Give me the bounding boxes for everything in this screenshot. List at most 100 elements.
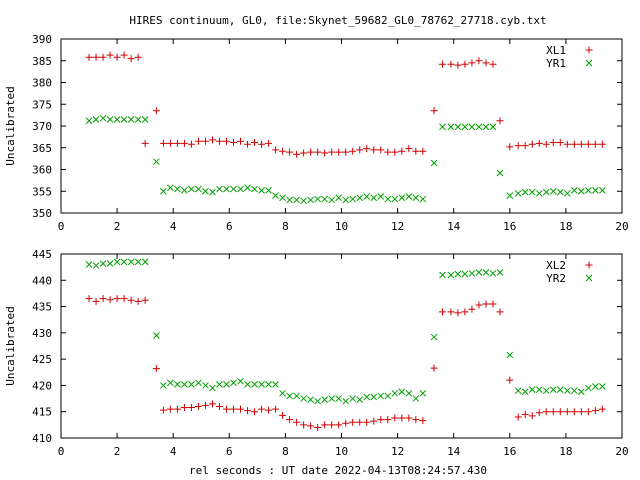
series-xl1 xyxy=(85,51,606,158)
data-point xyxy=(113,53,121,61)
y-tick-label: 420 xyxy=(32,379,52,392)
legend-label: XL2 xyxy=(546,259,566,272)
legend-marker xyxy=(585,59,593,67)
data-point xyxy=(293,418,301,426)
series-yr1 xyxy=(85,114,606,205)
data-point xyxy=(342,196,350,204)
data-point xyxy=(159,406,167,414)
data-point xyxy=(356,396,364,403)
data-point xyxy=(598,405,606,413)
data-point xyxy=(370,393,378,401)
data-point xyxy=(272,146,280,154)
data-point xyxy=(570,387,578,395)
data-point xyxy=(314,195,322,203)
data-point xyxy=(461,270,469,278)
data-point xyxy=(230,405,238,413)
data-point xyxy=(556,188,564,196)
data-point xyxy=(563,408,571,416)
data-point xyxy=(398,414,406,422)
y-tick-label: 385 xyxy=(32,55,52,68)
data-point xyxy=(181,381,188,388)
data-point xyxy=(430,159,438,167)
x-tick-label: 10 xyxy=(335,445,348,458)
data-point xyxy=(120,258,128,266)
x-tick-label: 2 xyxy=(114,220,121,233)
data-point xyxy=(384,392,392,400)
data-point xyxy=(230,185,237,193)
data-point xyxy=(438,308,446,316)
y-tick-label: 350 xyxy=(32,207,52,220)
data-point xyxy=(307,196,314,204)
y-tick-label: 410 xyxy=(32,432,52,445)
data-point xyxy=(251,139,259,147)
data-point xyxy=(349,195,357,203)
y-tick-label: 445 xyxy=(32,248,52,261)
data-point xyxy=(384,416,392,424)
data-point xyxy=(370,417,378,425)
data-point xyxy=(521,188,529,196)
data-point xyxy=(349,147,357,155)
data-point xyxy=(549,408,557,416)
y-tick-label: 365 xyxy=(32,142,52,155)
data-point xyxy=(167,379,174,387)
legend-marker xyxy=(585,261,593,269)
data-point xyxy=(85,117,93,125)
data-point xyxy=(300,395,307,402)
data-point xyxy=(439,123,446,131)
data-point xyxy=(535,139,543,147)
data-point xyxy=(549,187,557,195)
data-point xyxy=(152,365,160,373)
data-point xyxy=(514,142,522,150)
x-tick-label: 20 xyxy=(615,445,628,458)
data-point xyxy=(430,107,438,115)
data-point xyxy=(279,147,287,155)
data-point xyxy=(363,418,371,426)
data-point xyxy=(577,408,585,416)
data-point xyxy=(584,384,592,392)
data-point xyxy=(468,305,476,313)
y-tick-label: 380 xyxy=(32,77,52,90)
data-point xyxy=(127,258,135,266)
data-point xyxy=(468,270,476,277)
data-point xyxy=(166,139,174,147)
data-point xyxy=(127,296,135,304)
data-point xyxy=(489,60,497,68)
data-point xyxy=(321,195,329,203)
data-point xyxy=(482,269,490,276)
data-point xyxy=(475,269,483,276)
data-point xyxy=(528,140,536,148)
data-point xyxy=(549,386,557,393)
data-point xyxy=(99,114,107,122)
data-point xyxy=(482,59,490,67)
data-point xyxy=(447,123,455,131)
data-point xyxy=(215,137,223,145)
data-point xyxy=(127,116,135,123)
data-point xyxy=(506,376,514,384)
data-point xyxy=(342,419,350,427)
data-point xyxy=(535,386,543,393)
data-point xyxy=(447,271,455,279)
data-point xyxy=(521,388,529,396)
data-point xyxy=(99,53,107,61)
data-point xyxy=(159,139,167,147)
x-tick-label: 14 xyxy=(447,220,461,233)
legend-label: YR1 xyxy=(546,57,566,70)
data-point xyxy=(307,422,315,430)
data-point xyxy=(92,116,100,123)
data-point xyxy=(141,296,149,304)
data-point xyxy=(412,416,420,424)
data-point xyxy=(584,187,592,194)
x-tick-label: 14 xyxy=(447,445,461,458)
data-point xyxy=(377,193,385,200)
data-point xyxy=(542,408,550,416)
data-point xyxy=(482,123,490,131)
data-point xyxy=(251,381,258,388)
x-tick-label: 2 xyxy=(114,445,121,458)
data-point xyxy=(237,405,245,413)
data-point xyxy=(160,187,167,195)
data-point xyxy=(223,381,230,388)
plot-frame xyxy=(60,253,623,439)
data-point xyxy=(208,400,216,408)
y-tick-label: 360 xyxy=(32,164,52,177)
data-point xyxy=(482,300,490,308)
